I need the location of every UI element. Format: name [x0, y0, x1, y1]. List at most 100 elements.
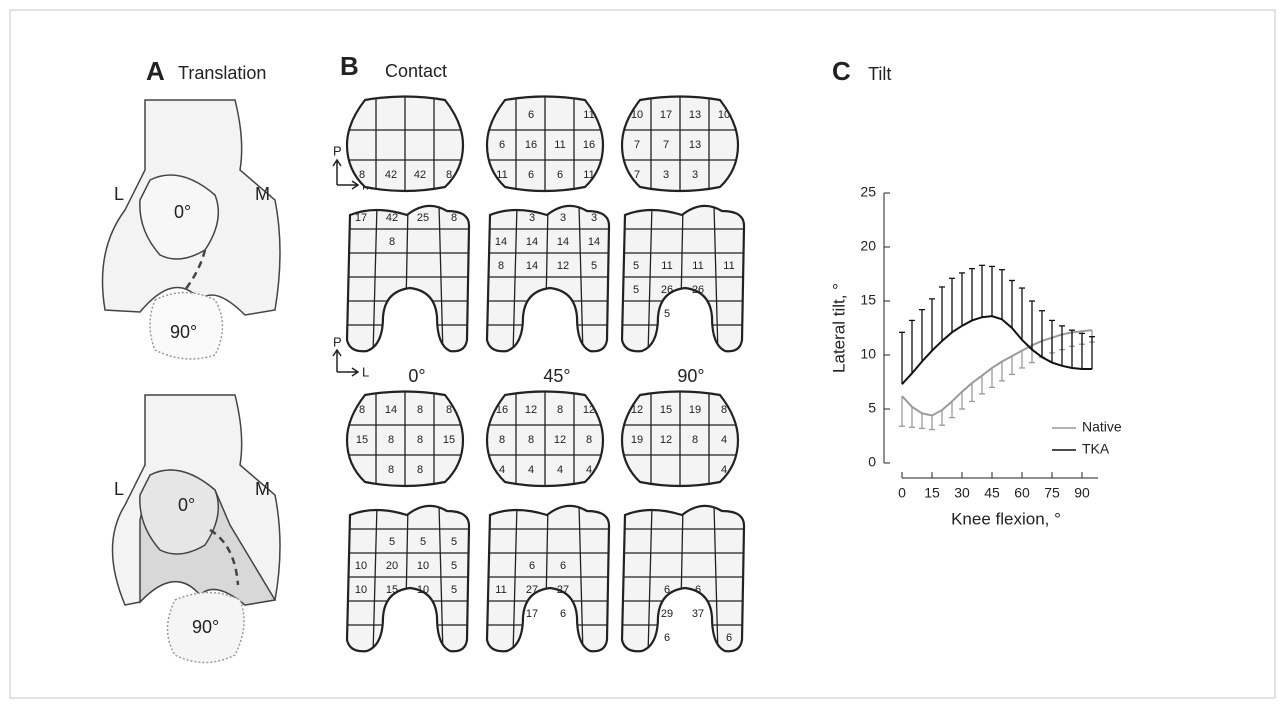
legend-label: Native: [1082, 419, 1122, 435]
contact-value: 19: [631, 434, 643, 446]
contact-value: 6: [560, 560, 566, 572]
contact-value: 8: [451, 212, 457, 224]
panel-title: Translation: [178, 63, 266, 83]
angle-label: 45°: [543, 366, 570, 386]
contact-value: 3: [692, 169, 698, 181]
contact-value: 42: [386, 212, 398, 224]
panel-label: A: [146, 56, 165, 86]
patella-map: 1612812881284444: [475, 380, 615, 500]
contact-value: 10: [417, 584, 429, 596]
contact-value: 8: [692, 434, 698, 446]
femur-map: 33314141414814125: [485, 205, 615, 355]
y-tick-label: 5: [868, 400, 876, 416]
contact-value: 6: [726, 632, 732, 644]
contact-value: 8: [417, 404, 423, 416]
contact-value: 17: [526, 608, 538, 620]
contact-value: 4: [499, 464, 505, 476]
x-tick-label: 75: [1044, 485, 1060, 501]
contact-value: 3: [591, 212, 597, 224]
contact-value: 11: [723, 260, 734, 272]
panel-label: B: [340, 51, 359, 81]
contact-value: 12: [660, 434, 672, 446]
contact-value: 14: [526, 236, 538, 248]
y-tick-label: 10: [860, 346, 876, 362]
angle-label: 90°: [677, 366, 704, 386]
contact-value: 10: [417, 560, 429, 572]
knee-diagram: [103, 100, 281, 663]
contact-value: 3: [560, 212, 566, 224]
contact-value: 16: [496, 404, 508, 416]
x-tick-label: 15: [924, 485, 940, 501]
angle-label: 0°: [174, 202, 191, 222]
contact-value: 14: [557, 236, 569, 248]
contact-value: 14: [588, 236, 600, 248]
contact-value: 5: [664, 308, 670, 320]
x-tick-label: 90: [1074, 485, 1090, 501]
contact-value: 7: [634, 139, 640, 151]
contact-value: 8: [417, 464, 423, 476]
contact-value: 5: [389, 536, 395, 548]
contact-value: 8: [446, 404, 452, 416]
contact-value: 4: [586, 464, 592, 476]
y-tick-label: 0: [868, 454, 876, 470]
contact-value: 6: [695, 584, 701, 596]
contact-value: 27: [526, 584, 538, 596]
side-label: M: [255, 479, 270, 499]
panel-title: Contact: [385, 61, 447, 81]
contact-value: 6: [528, 109, 534, 121]
x-tick-label: 45: [984, 485, 1000, 501]
contact-value: 10: [631, 109, 643, 121]
contact-value: 20: [386, 560, 398, 572]
contact-value: 14: [495, 236, 507, 248]
contact-value: 8: [499, 434, 505, 446]
panel-label: C: [832, 56, 851, 86]
contact-value: 12: [554, 434, 566, 446]
contact-value: 8: [586, 434, 592, 446]
legend-label: TKA: [1082, 441, 1110, 457]
y-tick-label: 25: [860, 184, 876, 200]
contact-value: 8: [721, 404, 727, 416]
series-line: [902, 330, 1092, 415]
contact-value: 12: [583, 404, 595, 416]
contact-value: 4: [557, 464, 563, 476]
chart-title: Tilt: [868, 64, 891, 84]
contact-value: 14: [385, 404, 397, 416]
contact-value: 27: [557, 584, 569, 596]
contact-value: 5: [633, 284, 639, 296]
side-label: L: [114, 184, 124, 204]
contact-value: 5: [451, 536, 457, 548]
contact-value: 14: [526, 260, 538, 272]
contact-value: 16: [583, 139, 595, 151]
contact-value: 25: [417, 212, 429, 224]
contact-value: 15: [443, 434, 455, 446]
contact-value: 12: [525, 404, 537, 416]
contact-value: 29: [661, 608, 673, 620]
contact-value: 26: [661, 284, 673, 296]
y-tick-label: 15: [860, 292, 876, 308]
angle-label: 0°: [408, 366, 425, 386]
contact-value: 10: [355, 584, 367, 596]
contact-value: 10: [718, 109, 730, 121]
contact-value: 8: [359, 404, 365, 416]
contact-value: 8: [359, 169, 365, 181]
figure: A Translation L M 0° 90° L M 0° 90° B Co…: [0, 0, 1286, 709]
contact-value: 15: [660, 404, 672, 416]
contact-value: 8: [388, 434, 394, 446]
x-tick-label: 30: [954, 485, 970, 501]
contact-value: 12: [557, 260, 569, 272]
contact-value: 3: [663, 169, 669, 181]
contact-value: 42: [414, 169, 426, 181]
contact-value: 13: [689, 109, 701, 121]
angle-label: 90°: [170, 322, 197, 342]
contact-value: 6: [528, 169, 534, 181]
contact-value: 11: [495, 584, 506, 596]
contact-value: 11: [496, 169, 507, 181]
contact-value: 4: [721, 464, 727, 476]
contact-value: 19: [689, 404, 701, 416]
contact-value: 6: [664, 632, 670, 644]
axis-label: P: [333, 334, 342, 349]
